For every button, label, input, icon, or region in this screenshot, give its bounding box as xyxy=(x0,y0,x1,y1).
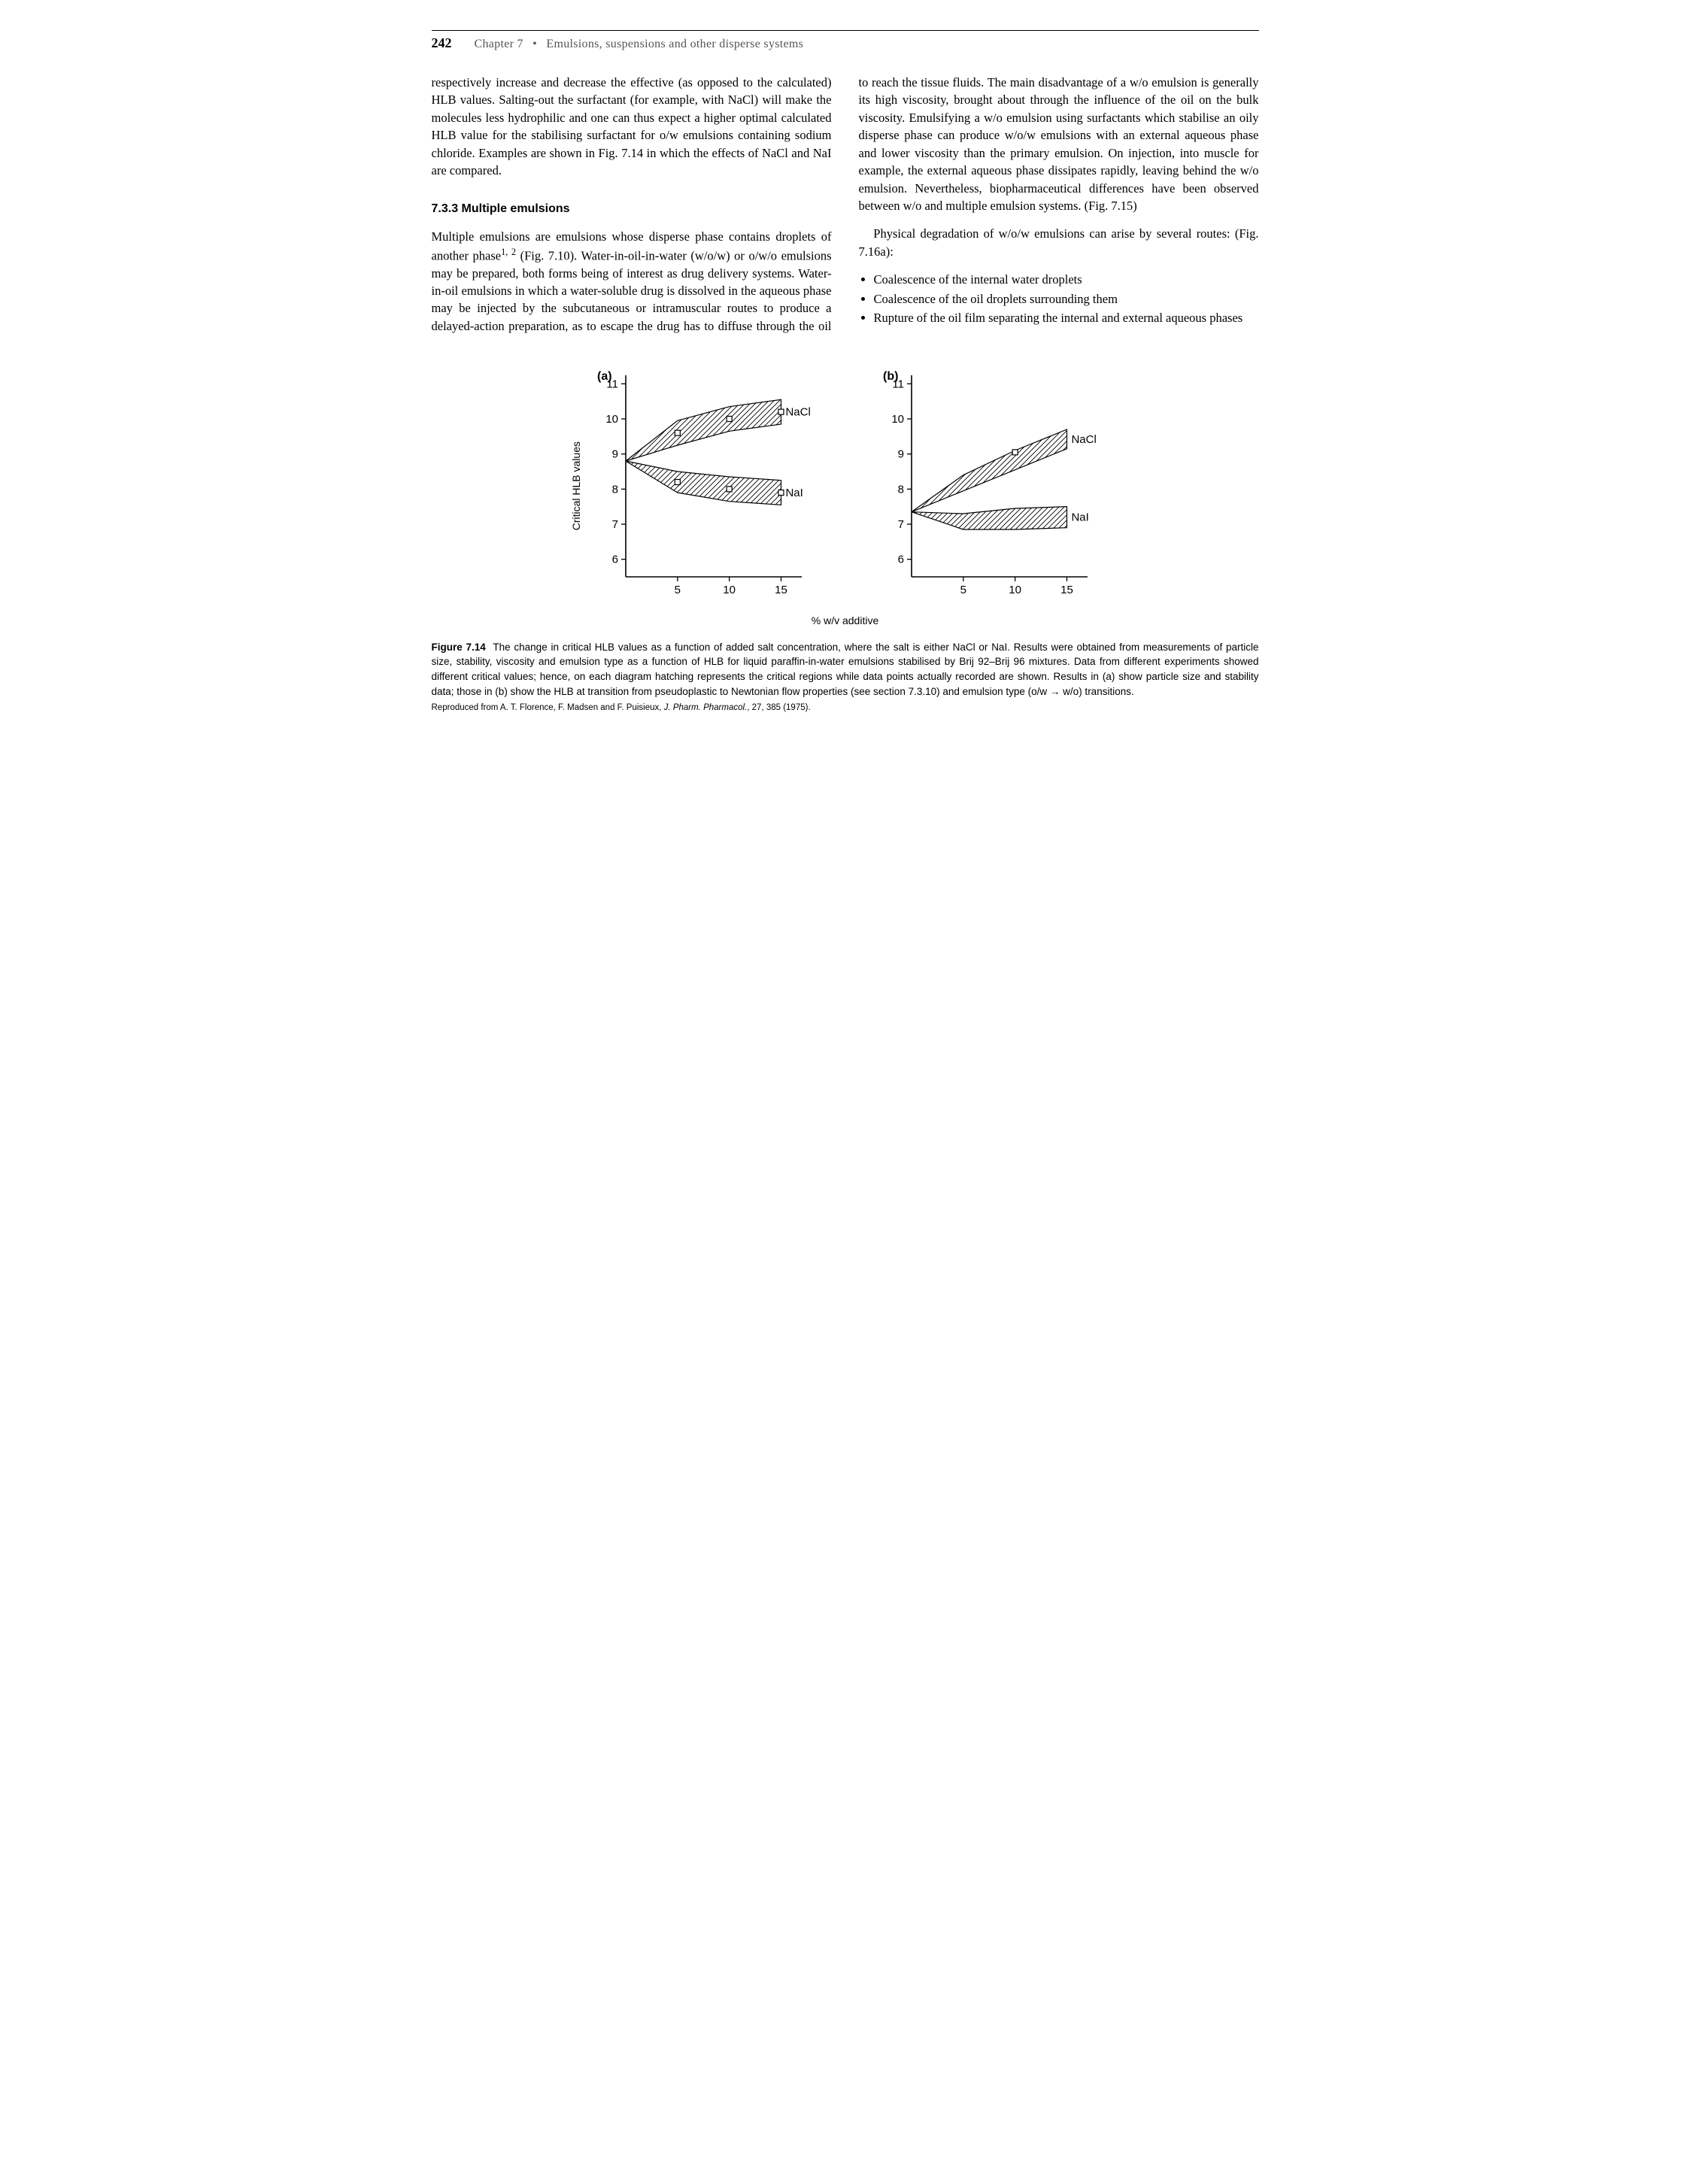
degradation-block: Physical degradation of w/o/w emulsions … xyxy=(859,225,1259,326)
repro-a: Reproduced from A. T. Florence, F. Madse… xyxy=(432,703,664,712)
repro-ital: J. Pharm. Pharmacol. xyxy=(664,703,748,712)
figure-label: Figure 7.14 xyxy=(432,642,486,653)
svg-text:5: 5 xyxy=(674,584,680,596)
dot-separator: • xyxy=(532,38,537,50)
svg-text:10: 10 xyxy=(605,413,618,426)
running-head: 242 Chapter 7 • Emulsions, suspensions a… xyxy=(432,35,1259,51)
svg-text:NaCl: NaCl xyxy=(1071,433,1096,446)
chapter-num: Chapter 7 xyxy=(475,38,523,50)
chart-a: 6789101151015NaClNaI(a) xyxy=(587,362,835,610)
bullet-1: Coalescence of the internal water drople… xyxy=(874,271,1259,288)
svg-text:8: 8 xyxy=(611,483,617,496)
svg-text:5: 5 xyxy=(960,584,966,596)
svg-text:10: 10 xyxy=(723,584,736,596)
svg-text:NaI: NaI xyxy=(785,487,803,499)
x-axis-label: % w/v additive xyxy=(432,614,1259,626)
chart-b: 6789101151015NaClNaI(b) xyxy=(872,362,1121,610)
y-axis-label: Critical HLB values xyxy=(570,441,582,530)
bullet-2: Coalescence of the oil droplets surround… xyxy=(874,290,1259,308)
repro-b: , 27, 385 (1975). xyxy=(747,703,810,712)
paragraph-3: Physical degradation of w/o/w emulsions … xyxy=(859,225,1259,260)
chart-a-wrap: Critical HLB values 6789101151015NaClNaI… xyxy=(570,362,835,610)
svg-text:6: 6 xyxy=(897,554,903,566)
chapter-label: Chapter 7 • Emulsions, suspensions and o… xyxy=(475,38,804,51)
svg-text:9: 9 xyxy=(897,448,903,461)
svg-text:15: 15 xyxy=(775,584,787,596)
svg-text:6: 6 xyxy=(611,554,617,566)
svg-text:(b): (b) xyxy=(883,370,898,383)
svg-text:(a): (a) xyxy=(597,370,612,383)
svg-text:7: 7 xyxy=(611,518,617,531)
svg-text:15: 15 xyxy=(1060,584,1073,596)
page-number: 242 xyxy=(432,35,452,51)
superscript-refs: 1, 2 xyxy=(501,247,516,257)
svg-text:9: 9 xyxy=(611,448,617,461)
figure-caption-text: The change in critical HLB values as a f… xyxy=(432,642,1259,697)
figure-caption: Figure 7.14 The change in critical HLB v… xyxy=(432,640,1259,699)
charts-row: Critical HLB values 6789101151015NaClNaI… xyxy=(432,362,1259,610)
header-rule xyxy=(432,30,1259,31)
svg-text:10: 10 xyxy=(1009,584,1021,596)
svg-text:10: 10 xyxy=(891,413,904,426)
body-columns: respectively increase and decrease the e… xyxy=(432,74,1259,336)
figure-7-14: Critical HLB values 6789101151015NaClNaI… xyxy=(432,362,1259,712)
svg-text:7: 7 xyxy=(897,518,903,531)
svg-text:NaCl: NaCl xyxy=(785,406,810,419)
figure-source: Reproduced from A. T. Florence, F. Madse… xyxy=(432,703,1259,712)
paragraph-1: respectively increase and decrease the e… xyxy=(432,74,832,180)
chart-b-wrap: 6789101151015NaClNaI(b) xyxy=(872,362,1121,610)
bullet-3: Rupture of the oil film separating the i… xyxy=(874,309,1259,326)
bullet-list: Coalescence of the internal water drople… xyxy=(859,271,1259,326)
svg-text:8: 8 xyxy=(897,483,903,496)
svg-text:NaI: NaI xyxy=(1071,511,1088,524)
section-heading: 7.3.3 Multiple emulsions xyxy=(432,201,832,218)
chapter-title: Emulsions, suspensions and other dispers… xyxy=(546,38,803,50)
